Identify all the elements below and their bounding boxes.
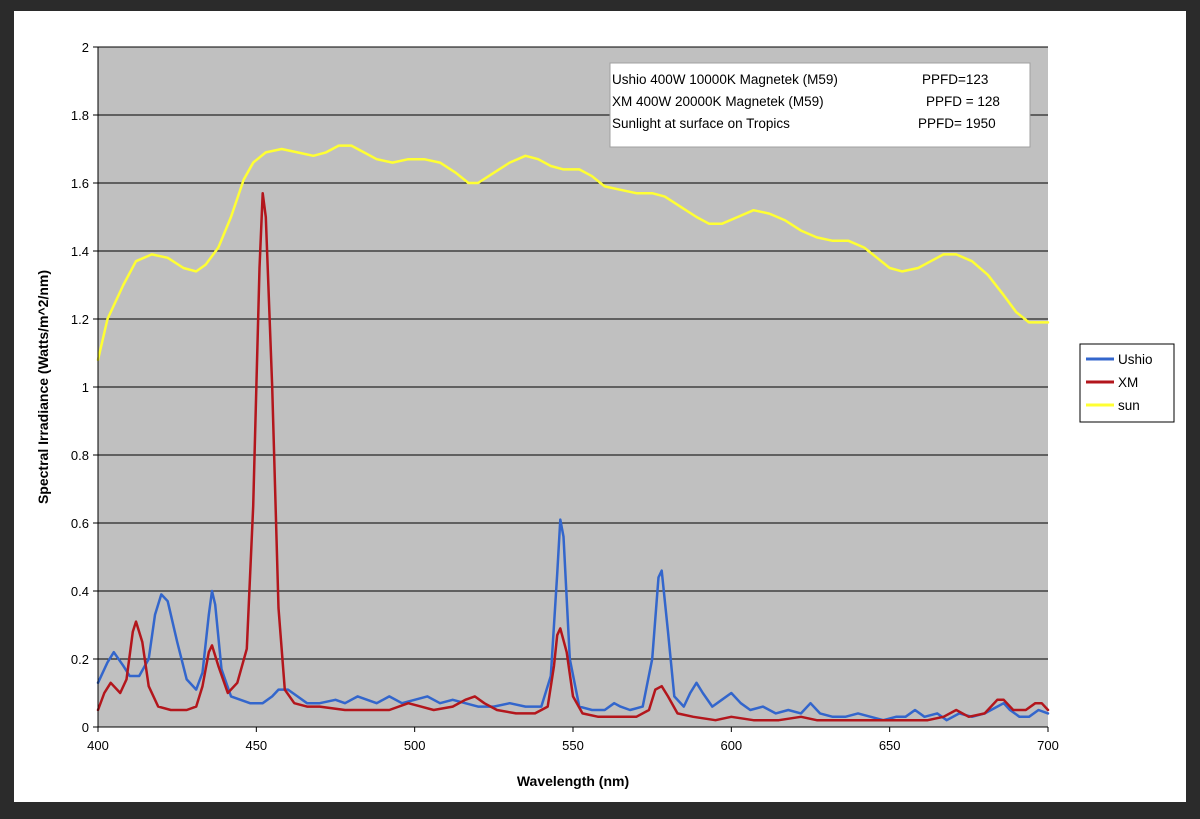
gridlines (98, 46, 1048, 660)
x-tick-label: 600 (720, 738, 742, 753)
annotation-ushio-name: Ushio 400W 10000K Magnetek (M59) (612, 72, 838, 87)
annotation-box: Ushio 400W 10000K Magnetek (M59) PPFD=12… (609, 62, 1031, 148)
x-tick-label: 700 (1037, 738, 1059, 753)
legend: Ushio XM sun (1079, 343, 1175, 423)
y-tick-label: 1 (82, 380, 89, 395)
y-tick-label: 1.8 (71, 108, 89, 123)
y-tick-label: 0.4 (71, 584, 89, 599)
y-tick-label: 1.6 (71, 176, 89, 191)
y-tick-label: 1.4 (71, 244, 89, 259)
annotation-sun-ppfd: PPFD= 1950 (918, 116, 996, 131)
x-tick-label: 500 (404, 738, 426, 753)
y-tick-label: 0 (82, 720, 89, 735)
legend-label-ushio: Ushio (1118, 352, 1153, 367)
x-tick-label: 650 (879, 738, 901, 753)
y-tick-label: 1.2 (71, 312, 89, 327)
x-axis-title: Wavelength (nm) (517, 773, 629, 789)
annotation-box-frame (609, 62, 1031, 148)
spectral-irradiance-chart: 0 0.2 0.4 0.6 0.8 1 1.2 1.4 1.6 1.8 2 400 450 500 550 6… (35, 40, 1175, 789)
y-tick-label: 0.8 (71, 448, 89, 463)
x-tick-label: 400 (87, 738, 109, 753)
x-tick-label: 450 (245, 738, 267, 753)
annotation-xm-name: XM 400W 20000K Magnetek (M59) (612, 94, 824, 109)
y-axis-title: Spectral Irradiance (Watts/m^2/nm) (35, 270, 51, 504)
series-line-sun (96, 144, 1050, 362)
annotation-xm-ppfd: PPFD = 128 (926, 94, 1000, 109)
y-tick-label: 0.2 (71, 652, 89, 667)
series-line-xm (96, 191, 1050, 722)
tick-labels: 0 0.2 0.4 0.6 0.8 1 1.2 1.4 1.6 1.8 2 400 450 500 550 6… (71, 40, 1059, 753)
y-tick-label: 0.6 (71, 516, 89, 531)
y-tick-label: 2 (82, 40, 89, 55)
chart-frame: 0 0.2 0.4 0.6 0.8 1 1.2 1.4 1.6 1.8 2 400 450 500 550 6… (14, 11, 1186, 802)
series-layer (96, 144, 1050, 722)
x-tick-label: 550 (562, 738, 584, 753)
annotation-sun-name: Sunlight at surface on Tropics (612, 116, 790, 131)
legend-label-sun: sun (1118, 398, 1140, 413)
legend-label-xm: XM (1118, 375, 1138, 390)
annotation-ushio-ppfd: PPFD=123 (922, 72, 988, 87)
